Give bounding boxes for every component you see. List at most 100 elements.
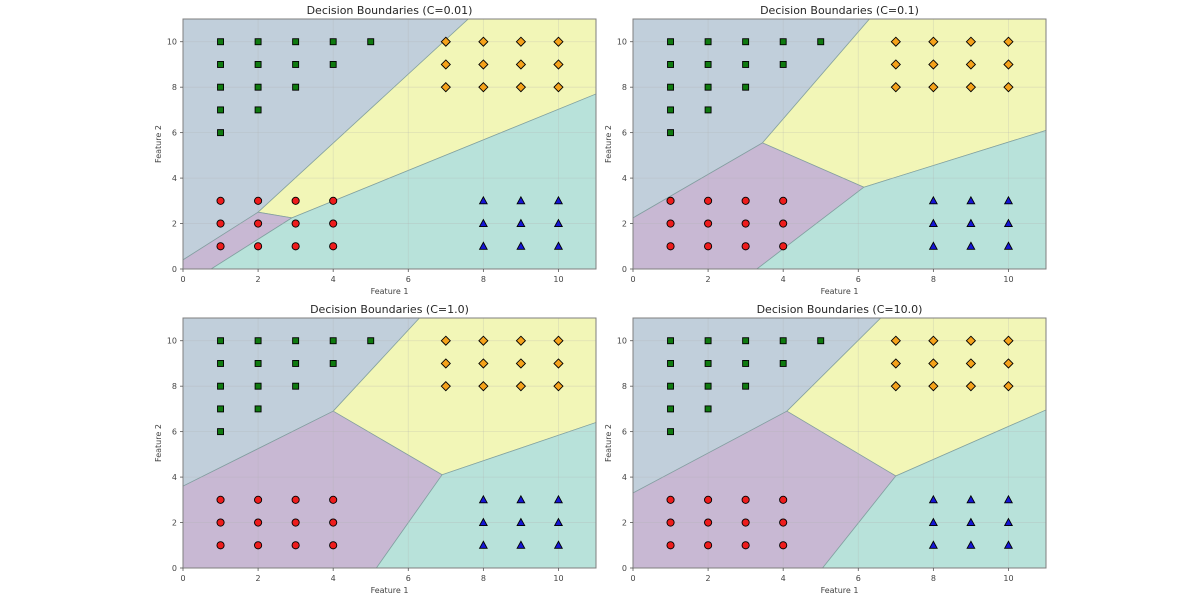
point-green xyxy=(292,337,300,345)
point-green xyxy=(704,360,712,367)
point-green xyxy=(704,83,712,91)
point-blue xyxy=(516,494,526,504)
point-red xyxy=(704,219,713,228)
y-tick-label: 4 xyxy=(622,473,627,482)
point-orange xyxy=(478,82,489,93)
point-red xyxy=(741,219,750,228)
chart-title: Decision Boundaries (C=10.0) xyxy=(757,303,923,316)
decision-regions xyxy=(183,318,596,568)
point-green xyxy=(217,106,224,114)
point-orange xyxy=(553,36,564,47)
x-tick-label: 4 xyxy=(781,574,786,583)
point-orange xyxy=(515,381,527,392)
point-blue xyxy=(928,494,938,504)
point-red xyxy=(779,242,788,251)
y-tick-label: 2 xyxy=(172,519,177,528)
axes-frame xyxy=(182,317,597,569)
point-orange xyxy=(928,335,939,346)
y-tick-label: 0 xyxy=(172,265,177,274)
x-axis-label: Feature 1 xyxy=(371,586,409,595)
point-orange xyxy=(1003,381,1014,392)
point-orange xyxy=(553,59,564,70)
point-green xyxy=(254,382,262,390)
point-green xyxy=(254,61,262,68)
axes-frame xyxy=(632,18,1047,270)
point-orange xyxy=(440,82,451,93)
point-green xyxy=(667,428,674,436)
point-orange xyxy=(553,358,564,369)
point-orange xyxy=(965,358,977,369)
point-blue xyxy=(516,540,526,549)
point-green xyxy=(667,382,674,390)
axes-frame xyxy=(632,317,1047,569)
point-blue xyxy=(928,241,938,250)
point-blue xyxy=(553,218,564,227)
ticks: 0 2 4 6 8 10 0 2 4 6 8 10 xyxy=(167,38,564,284)
point-red xyxy=(291,518,300,527)
point-red xyxy=(329,196,338,205)
y-tick-label: 6 xyxy=(172,428,177,437)
x-tick-label: 8 xyxy=(481,275,486,284)
point-red xyxy=(216,219,225,228)
point-green xyxy=(704,382,712,390)
point-green xyxy=(217,405,224,413)
point-green xyxy=(254,83,262,91)
point-green xyxy=(254,106,262,114)
point-red xyxy=(329,518,338,527)
point-orange xyxy=(928,59,939,70)
point-blue xyxy=(516,517,526,526)
point-red xyxy=(254,518,263,527)
region-red xyxy=(183,211,293,269)
y-tick-label: 8 xyxy=(622,83,627,92)
y-axis-label: Feature 2 xyxy=(154,424,163,462)
y-tick-label: 8 xyxy=(172,83,177,92)
point-blue xyxy=(478,540,488,549)
x-tick-label: 6 xyxy=(406,574,411,583)
point-orange xyxy=(440,358,451,369)
point-orange xyxy=(1003,335,1014,346)
point-green xyxy=(667,38,674,46)
y-tick-label: 4 xyxy=(622,174,627,183)
point-red xyxy=(254,219,263,228)
point-blue xyxy=(1003,241,1014,250)
point-green xyxy=(292,83,300,91)
x-tick-label: 2 xyxy=(706,574,711,583)
point-green xyxy=(254,405,262,413)
x-tick-label: 6 xyxy=(856,574,861,583)
y-tick-label: 8 xyxy=(172,382,177,391)
point-red xyxy=(741,495,750,504)
point-orange xyxy=(553,82,564,93)
y-tick-label: 10 xyxy=(167,337,177,346)
point-blue xyxy=(478,517,488,526)
chart-title: Decision Boundaries (C=1.0) xyxy=(310,303,469,316)
point-blue xyxy=(516,195,526,205)
point-orange xyxy=(890,36,901,47)
data-points xyxy=(666,36,1014,251)
point-green xyxy=(742,360,750,367)
point-red xyxy=(216,242,225,251)
x-axis-label: Feature 1 xyxy=(821,287,859,296)
point-red xyxy=(741,196,750,205)
point-red xyxy=(704,518,713,527)
y-tick-label: 0 xyxy=(622,564,627,573)
region-red xyxy=(633,410,897,568)
point-green xyxy=(779,61,787,68)
data-points xyxy=(216,36,564,251)
y-tick-label: 2 xyxy=(622,519,627,528)
point-green xyxy=(704,106,712,114)
point-red xyxy=(291,196,300,205)
point-green xyxy=(667,337,674,345)
point-orange xyxy=(515,358,527,369)
region-red xyxy=(183,410,443,568)
point-blue xyxy=(966,195,976,205)
point-orange xyxy=(928,381,939,392)
point-green xyxy=(742,382,750,390)
point-red xyxy=(254,495,263,504)
point-green xyxy=(292,61,300,68)
point-red xyxy=(741,242,750,251)
point-blue xyxy=(553,195,564,205)
point-red xyxy=(254,196,263,205)
axes-frame xyxy=(182,18,597,270)
point-orange xyxy=(890,59,901,70)
point-green xyxy=(292,382,300,390)
